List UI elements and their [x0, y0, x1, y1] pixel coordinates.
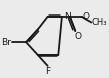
Text: O: O [74, 32, 81, 41]
Text: CH₃: CH₃ [92, 18, 107, 27]
Text: O: O [82, 12, 89, 21]
Text: F: F [45, 67, 50, 76]
Text: N: N [64, 12, 71, 21]
Text: Br: Br [2, 38, 11, 47]
